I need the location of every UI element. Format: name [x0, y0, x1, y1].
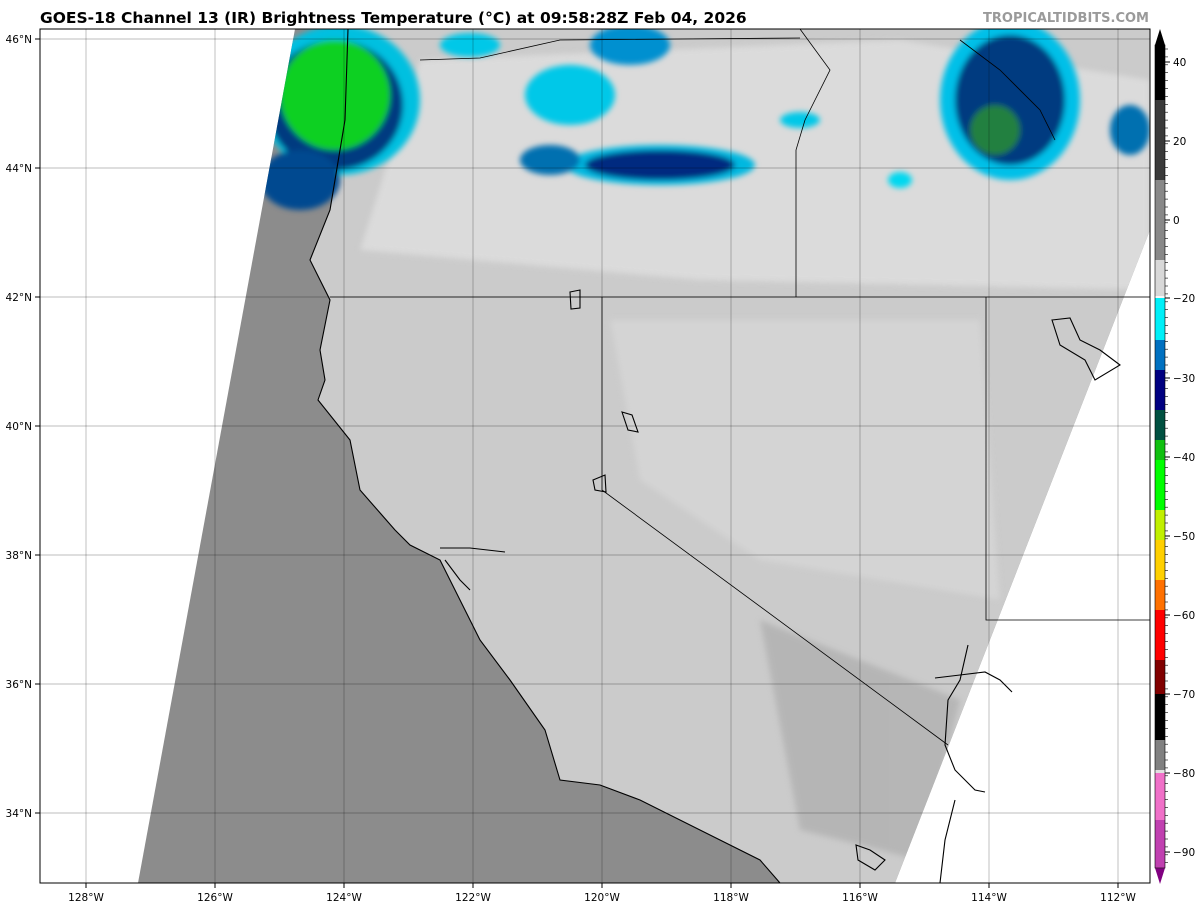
coastline	[309, 29, 1121, 883]
map-title: GOES-18 Channel 13 (IR) Brightness Tempe…	[40, 9, 747, 27]
lat-label: 36°N	[6, 679, 32, 691]
lat-label: 38°N	[6, 550, 32, 562]
colorbar-segment	[1155, 180, 1165, 261]
lon-label: 126°W	[197, 892, 233, 904]
lat-label: 34°N	[6, 808, 32, 820]
colorbar-tick-label: −80	[1173, 768, 1195, 780]
colorbar-segment	[1155, 100, 1165, 181]
lat-label: 42°N	[6, 292, 32, 304]
colorbar-segment	[1155, 773, 1165, 821]
colorbar-segment	[1155, 298, 1165, 341]
colorbar-segment	[1155, 440, 1165, 461]
lat-label: 40°N	[6, 421, 32, 433]
colorbar-segment	[1155, 660, 1165, 695]
lon-label: 114°W	[971, 892, 1007, 904]
colorbar-segment	[1155, 610, 1165, 661]
lat-label: 46°N	[6, 34, 32, 46]
cloud-areas	[260, 29, 1150, 210]
colorbar-extend-bottom	[1155, 868, 1165, 884]
colorbar-segment	[1155, 540, 1165, 581]
lon-label: 112°W	[1100, 892, 1136, 904]
colorbar-segment	[1155, 410, 1165, 441]
lon-label: 118°W	[713, 892, 749, 904]
colorbar-segment	[1155, 770, 1165, 774]
colorbar-segment	[1155, 370, 1165, 411]
watermark: TROPICALTIDBITS.COM	[983, 11, 1149, 26]
colorbar-tick-label: −40	[1173, 452, 1195, 464]
lon-label: 120°W	[584, 892, 620, 904]
colorbar-segment	[1155, 260, 1165, 297]
colorbar-segment	[1155, 740, 1165, 771]
colorbar-segment	[1155, 510, 1165, 541]
colorbar-tick-label: −60	[1173, 610, 1195, 622]
colorbar-extend-top	[1155, 29, 1165, 45]
colorbar-segment	[1155, 296, 1165, 299]
colorbar-tick-label: −90	[1173, 847, 1195, 859]
plot-frame	[39, 28, 1151, 884]
colorbar-segment	[1155, 694, 1165, 741]
axis-labels: 128°W 126°W 124°W 122°W 120°W 118°W 116°W 114°W…	[6, 34, 1137, 904]
colorbar-tick-label: 20	[1173, 136, 1186, 148]
colorbar-segment	[1155, 45, 1165, 101]
colorbar-tick-label: −30	[1173, 373, 1195, 385]
colorbar-segment	[1155, 820, 1165, 869]
lon-label: 116°W	[842, 892, 878, 904]
colorbar-segment	[1155, 340, 1165, 371]
colorbar-tick-label: 40	[1173, 57, 1186, 69]
colorbar: 40 20 0 −20 −30 −40 −50 −60 −70 −80 −90	[1154, 29, 1195, 884]
colorbar-tick-label: 0	[1173, 215, 1180, 227]
state-borders	[330, 29, 1150, 746]
colorbar-tick-label: −70	[1173, 689, 1195, 701]
lon-label: 122°W	[455, 892, 491, 904]
graticule	[40, 29, 1150, 883]
colorbar-tick-label: −20	[1173, 293, 1195, 305]
satellite-swath	[138, 29, 1150, 883]
colorbar-segment	[1155, 580, 1165, 611]
lon-label: 124°W	[326, 892, 362, 904]
lon-label: 128°W	[68, 892, 104, 904]
lat-label: 44°N	[6, 163, 32, 175]
colorbar-tick-label: −50	[1173, 531, 1195, 543]
colorbar-segment	[1155, 460, 1165, 511]
